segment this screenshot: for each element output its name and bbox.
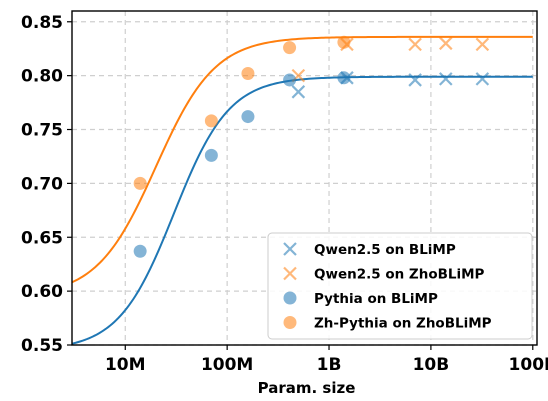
x-tick-label: 10B <box>413 355 450 375</box>
data-point-dot <box>283 41 297 55</box>
y-tick-label: 0.60 <box>21 282 63 302</box>
y-tick-label: 0.85 <box>21 13 63 33</box>
legend-item: Pythia on BLiMP <box>283 291 438 307</box>
data-point-dot <box>337 35 351 49</box>
data-point-dot <box>283 73 297 87</box>
legend-item: Zh-Pythia on ZhoBLiMP <box>283 316 492 332</box>
data-point-dot <box>241 110 255 124</box>
series-zh-pythia-on-zhoblimp <box>133 35 351 190</box>
y-tick-label: 0.75 <box>21 121 63 141</box>
data-point-x <box>475 72 490 86</box>
data-point-dot <box>133 244 147 258</box>
ticks: 10M 100M 1B 10B 100B 0.55 0.60 0.65 0.70 0.75 0.80… <box>21 13 548 375</box>
legend-label: Zh-Pythia on ZhoBLiMP <box>314 316 492 332</box>
legend-item: Qwen2.5 on ZhoBLiMP <box>283 266 485 283</box>
legend-marker <box>283 316 297 329</box>
plot-frame <box>71 10 538 346</box>
series-pythia-on-blimp <box>133 71 351 258</box>
series-qwen2-5-on-zhoblimp <box>291 36 490 83</box>
y-tick-label: 0.70 <box>21 174 63 194</box>
y-tick-label: 0.65 <box>21 228 63 248</box>
x-tick-label: 100B <box>509 355 548 375</box>
data-point-x <box>439 72 453 86</box>
data-point-dot <box>204 114 218 128</box>
legend-label: Pythia on BLiMP <box>314 291 438 307</box>
legend-marker <box>283 291 297 305</box>
x-axis-label: Param. size <box>258 379 356 397</box>
legend-label: Qwen2.5 on ZhoBLiMP <box>314 267 485 283</box>
y-tick-label: 0.55 <box>21 336 63 356</box>
legend-box <box>267 232 533 340</box>
data-point-x <box>439 36 453 51</box>
legend-marker <box>283 242 297 256</box>
legend-marker <box>283 266 297 281</box>
fit-curve <box>71 35 533 284</box>
legend: Qwen2.5 on BLiMP Qwen2.5 on ZhoBLiMP Pythi… <box>267 232 533 340</box>
legend-item: Qwen2.5 on BLiMP <box>283 242 456 258</box>
y-tick-label: 0.80 <box>21 67 63 87</box>
data-point-dot <box>133 176 147 190</box>
data-markers <box>133 35 490 258</box>
data-point-dot <box>241 66 255 80</box>
data-point-x <box>291 85 306 99</box>
data-point-dot <box>204 148 218 162</box>
data-point-x <box>475 37 490 52</box>
data-point-x <box>408 73 422 87</box>
data-point-dot <box>337 71 351 85</box>
data-point-x <box>408 37 422 52</box>
x-tick-label: 1B <box>317 355 342 375</box>
x-tick-label: 100M <box>201 355 253 375</box>
x-tick-label: 10M <box>105 355 146 375</box>
legend-label: Qwen2.5 on BLiMP <box>314 242 456 258</box>
